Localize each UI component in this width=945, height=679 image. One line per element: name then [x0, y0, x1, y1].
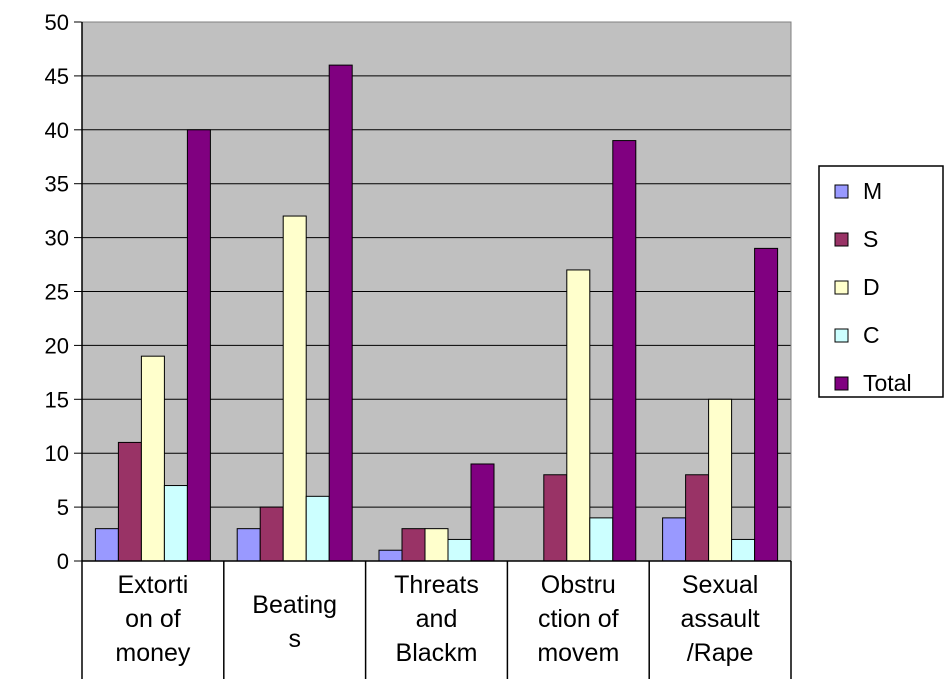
bar-total	[328, 64, 353, 562]
bar-d	[140, 355, 165, 562]
y-tick-label: 5	[57, 495, 69, 520]
y-tick-label: 40	[45, 118, 69, 143]
legend-swatch	[834, 232, 849, 247]
y-tick-label: 25	[45, 280, 69, 305]
bar-d	[566, 269, 591, 562]
y-tick-label: 20	[45, 333, 69, 358]
y-tick-label: 15	[45, 387, 69, 412]
bar-d	[708, 398, 733, 562]
legend-label: C	[863, 322, 880, 348]
bar-m	[236, 528, 261, 562]
category-label: Beating	[252, 591, 337, 619]
y-tick-label: 45	[45, 64, 69, 89]
legend-label: Total	[863, 370, 912, 396]
bar-c	[163, 485, 188, 562]
legend-swatch	[834, 184, 849, 199]
category-labels: Extorti on of money Beating s Threats and Black…	[81, 561, 792, 679]
bar-c	[447, 538, 472, 562]
bar-s	[401, 528, 426, 562]
category-label: ction of	[538, 605, 619, 633]
category-label: Threats	[394, 571, 479, 599]
bar-m	[94, 528, 119, 562]
y-tick-label: 35	[45, 172, 69, 197]
category-label: Extorti	[117, 571, 188, 599]
y-tick-label: 10	[45, 441, 69, 466]
bar-d	[282, 215, 307, 562]
legend-label: D	[863, 274, 880, 300]
category-label: assault	[680, 605, 759, 633]
category-label: money	[115, 639, 191, 667]
legend-swatch	[834, 328, 849, 343]
category-label: /Rape	[687, 639, 754, 667]
bar-s	[685, 474, 710, 562]
bar-total	[754, 247, 779, 562]
y-tick-label: 30	[45, 226, 69, 251]
bar-c	[305, 495, 330, 562]
legend-swatch	[834, 280, 849, 295]
y-tick-label: 0	[57, 549, 69, 574]
bar-s	[543, 474, 568, 562]
bar-total	[612, 140, 637, 562]
axes	[74, 21, 792, 562]
bar-s	[259, 506, 284, 562]
bar-total	[470, 463, 495, 562]
category-label: Blackm	[396, 639, 478, 667]
category-label: Sexual	[682, 571, 758, 599]
category-label: on of	[125, 605, 181, 633]
bar-c	[731, 538, 756, 562]
category-label: s	[288, 625, 301, 653]
legend-label: M	[863, 178, 882, 204]
bar-c	[589, 517, 614, 562]
bar-d	[424, 528, 449, 562]
bar-total	[186, 129, 211, 562]
legend-swatch	[834, 376, 849, 391]
category-label: Obstru	[541, 571, 616, 599]
legend-label: S	[863, 226, 878, 252]
bar-s	[117, 441, 142, 562]
bar-m	[378, 549, 403, 562]
category-label: movem	[537, 639, 619, 667]
y-tick-label: 50	[45, 10, 69, 35]
y-tick-labels: 0 5 10 15 20 25 30 35 40 45 50	[45, 10, 69, 574]
bar-m	[662, 517, 687, 562]
category-label: and	[416, 605, 458, 633]
